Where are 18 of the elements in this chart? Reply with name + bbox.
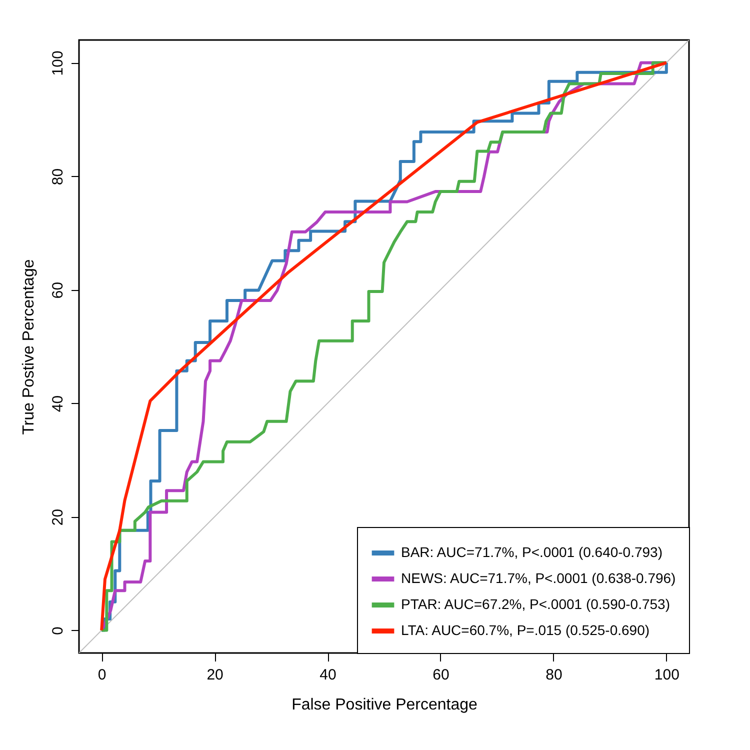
- x-axis-title: False Positive Percentage: [292, 696, 478, 714]
- legend-label: PTAR: AUC=67.2%, P<.0001 (0.590-0.753): [401, 596, 670, 612]
- y-tick-label: 80: [50, 168, 66, 186]
- y-tick-label: 20: [50, 508, 66, 526]
- x-tick-label: 80: [546, 666, 562, 684]
- y-axis-title: True Postive Percentage: [20, 259, 38, 435]
- y-tick-label: 100: [50, 50, 66, 76]
- y-tick-label: 40: [50, 395, 66, 412]
- x-tick-label: 100: [654, 666, 680, 684]
- y-tick-label: 0: [50, 626, 66, 635]
- legend-label: LTA: AUC=60.7%, P=.015 (0.525-0.690): [401, 622, 650, 638]
- legend-label: BAR: AUC=71.7%, P<.0001 (0.640-0.793): [401, 544, 662, 560]
- legend-label: NEWS: AUC=71.7%, P<.0001 (0.638-0.796): [401, 570, 676, 586]
- y-tick-label: 60: [50, 282, 66, 299]
- x-tick-label: 40: [320, 666, 336, 684]
- x-tick-label: 60: [432, 666, 450, 684]
- x-tick-label: 0: [98, 666, 106, 684]
- x-tick-label: 20: [206, 666, 224, 684]
